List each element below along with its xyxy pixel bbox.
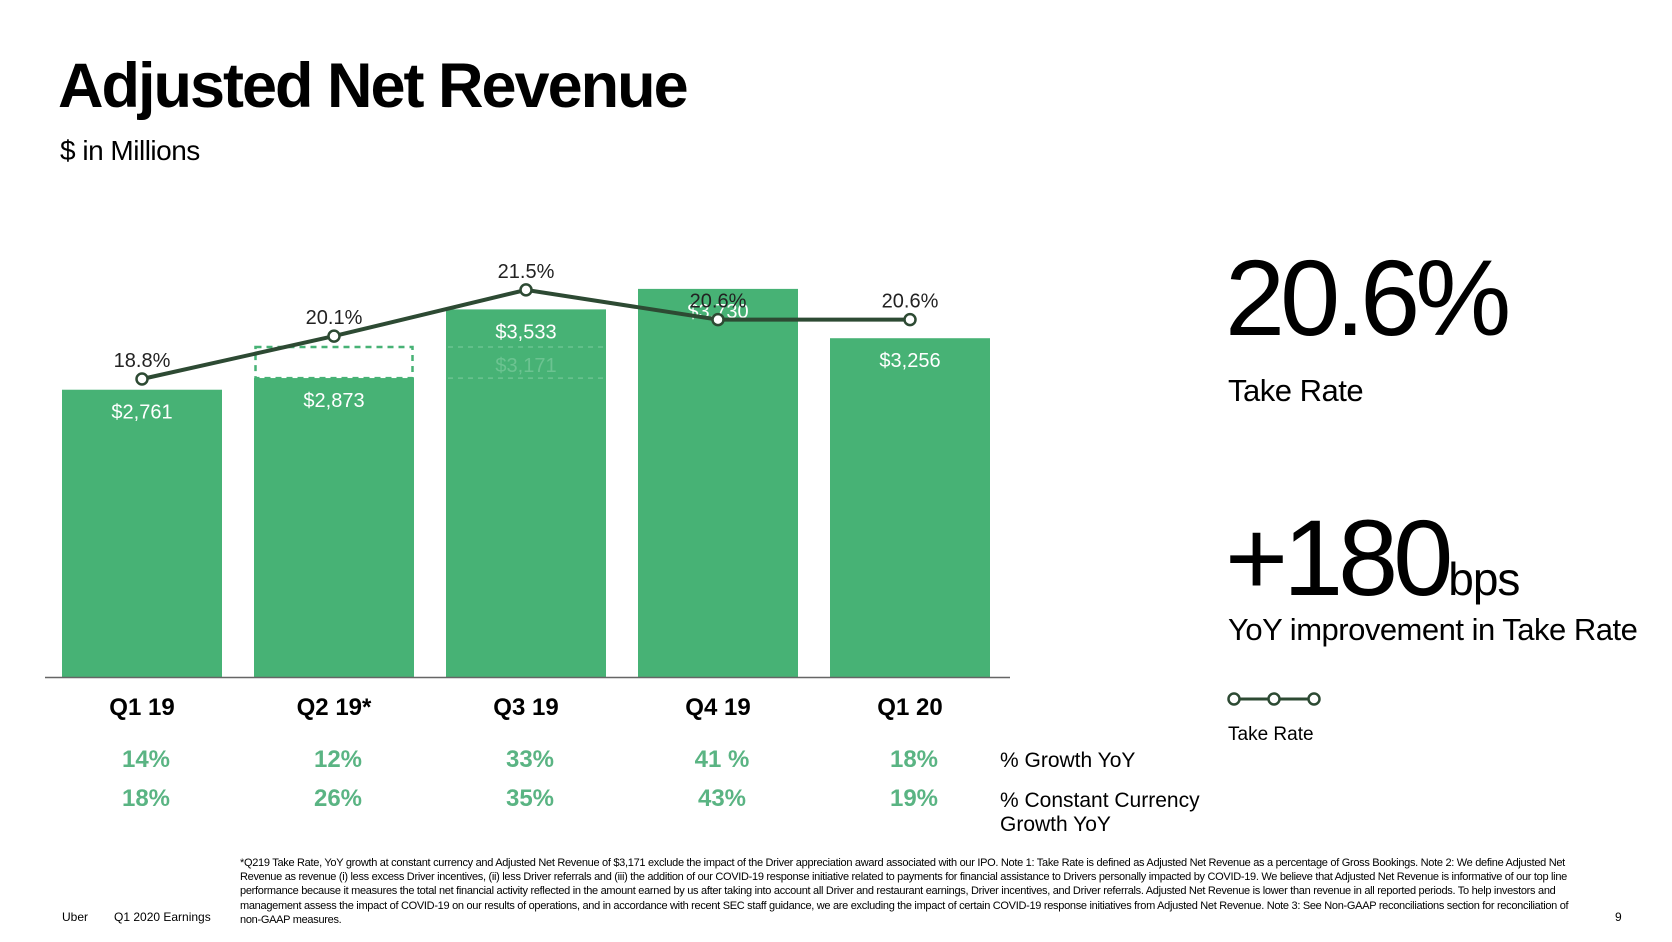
take-rate-kpi-label: Take Rate (1228, 373, 1364, 408)
improvement-kpi-value: +180bps (1225, 504, 1520, 612)
page-subtitle: $ in Millions (60, 135, 200, 166)
bar-2 (446, 309, 606, 677)
growth-row-0-value-3: 41 % (695, 746, 750, 773)
category-label-2: Q3 19 (493, 694, 558, 721)
category-label-0: Q1 19 (109, 694, 174, 721)
footer-brand: Uber (62, 910, 89, 924)
constant-currency-row-label-line-2: Growth YoY (1000, 813, 1111, 836)
take-rate-point-4 (903, 312, 917, 327)
improvement-kpi-number: +180 (1225, 497, 1453, 618)
take-rate-point-1 (327, 329, 341, 343)
footer-deck-title: Q1 2020 Earnings (114, 910, 211, 924)
growth-row-1-value-2: 35% (506, 785, 554, 812)
take-rate-label-0: 18.8% (114, 350, 171, 372)
improvement-kpi-unit: bps (1448, 553, 1520, 605)
take-rate-legend-label: Take Rate (1228, 724, 1314, 745)
bar-label-2: $3,533 (495, 321, 556, 343)
bar-label-1: $2,873 (303, 390, 364, 412)
page-title: Adjusted Net Revenue (58, 51, 689, 121)
bar-label-4: $3,256 (879, 350, 940, 372)
bar-1 (254, 378, 414, 677)
category-label-3: Q4 19 (685, 694, 750, 721)
bar-label-0: $2,761 (111, 402, 172, 424)
take-rate-label-4: 20.6% (882, 291, 939, 313)
q3-reference-label: $3,171 (495, 355, 556, 377)
growth-row-1-value-1: 26% (314, 785, 362, 812)
take-rate-point-2 (519, 283, 533, 297)
growth-row-1-value-0: 18% (122, 785, 170, 812)
take-rate-label-3: 20.6% (690, 291, 747, 313)
growth-row-0-value-1: 12% (314, 746, 362, 773)
constant-currency-row-label-line-1: % Constant Currency (1000, 789, 1200, 812)
take-rate-label-1: 20.1% (306, 307, 363, 329)
growth-row-0-value-2: 33% (506, 746, 554, 773)
bar-4 (830, 338, 990, 677)
adjusted-q2-label: $3,171 (303, 355, 364, 377)
constant-currency-row-label: % Constant Currency Growth YoY (1000, 789, 1200, 837)
bar-0 (62, 389, 222, 677)
growth-row-1-value-4: 19% (890, 785, 938, 812)
category-label-4: Q1 20 (877, 694, 942, 721)
take-rate-label-2: 21.5% (498, 261, 555, 283)
take-rate-legend-icon (1227, 692, 1321, 706)
page-number: 9 (1615, 910, 1622, 924)
take-rate-point-0 (135, 372, 149, 386)
growth-row-0-value-4: 18% (890, 746, 938, 773)
adjusted-q2-outline (254, 345, 414, 380)
revenue-take-rate-chart: $2,761$2,873$3,533$3,730$3,256$3,171 $3,1… (45, 261, 1010, 812)
improvement-kpi-label: YoY improvement in Take Rate (1228, 612, 1638, 647)
bar-3 (638, 288, 798, 677)
footnote: *Q219 Take Rate, YoY growth at constant … (240, 857, 1569, 926)
growth-yoy-row-label: % Growth YoY (1000, 749, 1136, 772)
take-rate-kpi-value: 20.6% (1225, 237, 1511, 358)
take-rate-point-3 (711, 312, 725, 327)
category-label-1: Q2 19* (297, 694, 372, 721)
growth-row-0-value-0: 14% (122, 746, 170, 773)
growth-row-1-value-3: 43% (698, 785, 746, 812)
